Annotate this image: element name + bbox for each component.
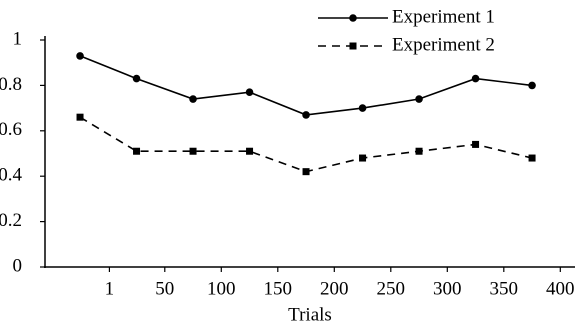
y-tick-label: 0 — [13, 255, 23, 276]
marker — [471, 74, 480, 83]
legend-label: Experiment 2 — [392, 34, 495, 55]
marker — [359, 154, 367, 162]
x-tick-label: 1 — [105, 278, 115, 299]
marker — [245, 88, 254, 97]
marker — [528, 81, 536, 90]
x-tick-label: 250 — [377, 278, 406, 299]
x-tick-label: 50 — [155, 278, 174, 299]
marker — [415, 95, 423, 103]
legend-marker — [349, 14, 357, 22]
marker — [415, 147, 423, 155]
legend-label: Experiment 1 — [392, 6, 495, 27]
y-tick-label: 0.2 — [0, 210, 22, 231]
y-tick-label: 0.6 — [0, 119, 22, 140]
series-line — [79, 55, 533, 116]
x-axis-label: Trials — [288, 304, 332, 325]
marker — [358, 104, 367, 112]
legend-marker — [349, 42, 357, 50]
marker — [246, 147, 254, 155]
marker — [302, 168, 310, 176]
marker — [528, 154, 536, 162]
marker — [76, 113, 84, 121]
y-tick-label: 0.8 — [0, 74, 22, 95]
marker — [76, 52, 84, 60]
x-tick-label: 300 — [433, 278, 462, 299]
marker — [189, 147, 197, 155]
x-tick-label: 150 — [264, 278, 293, 299]
marker — [133, 147, 141, 155]
marker — [302, 111, 310, 119]
x-tick-label: 100 — [207, 278, 236, 299]
series-line — [79, 116, 533, 173]
marker — [132, 74, 141, 83]
x-tick-label: 200 — [320, 278, 349, 299]
x-tick-label: 350 — [490, 278, 519, 299]
marker — [189, 95, 197, 103]
y-tick-label: 0.4 — [0, 165, 23, 186]
y-tick-label: 1 — [13, 28, 23, 49]
x-tick-label: 400 — [546, 278, 575, 299]
marker — [472, 140, 480, 148]
